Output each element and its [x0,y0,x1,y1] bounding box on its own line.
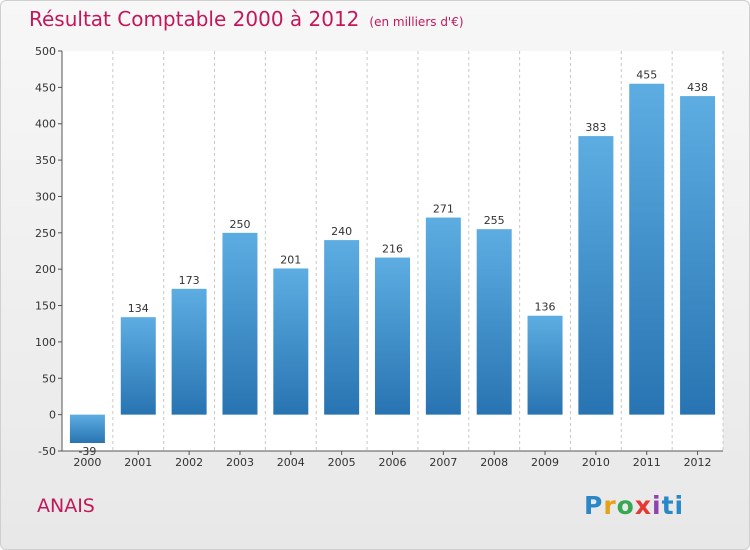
x-tick-label-2008: 2008 [480,456,508,469]
y-tick-label: 400 [35,118,56,131]
x-tick-label-2012: 2012 [684,456,712,469]
value-label-2005: 240 [331,225,352,238]
bar-2011 [629,83,665,415]
x-tick-label-2001: 2001 [124,456,152,469]
bar-2003 [222,232,258,415]
value-label-2002: 173 [179,274,200,287]
x-tick-label-2002: 2002 [175,456,203,469]
bar-2002 [171,288,207,415]
y-tick-label: 300 [35,190,56,203]
y-tick-label: 0 [49,409,56,422]
value-label-2009: 136 [535,301,556,314]
value-label-2011: 455 [636,69,657,82]
y-tick-label: 500 [35,45,56,58]
y-tick-label: 250 [35,227,56,240]
y-tick-label: 50 [42,372,56,385]
y-tick-label: 450 [35,81,56,94]
commune-name: ANAIS [37,495,95,517]
x-tick-label-2005: 2005 [328,456,356,469]
y-tick-label: 100 [35,336,56,349]
proxiti-logo: Proxiti [584,491,685,520]
x-tick-label-2006: 2006 [379,456,407,469]
value-label-2006: 216 [382,243,403,256]
x-tick-label-2003: 2003 [226,456,254,469]
bar-2005 [324,240,360,415]
y-tick-label: -50 [38,445,56,458]
value-label-2010: 383 [585,121,606,134]
chart-title-text: Résultat Comptable 2000 à 2012 [29,7,360,31]
y-tick-label: 150 [35,300,56,313]
value-label-2001: 134 [128,302,149,315]
bar-2000 [69,414,105,443]
x-tick-label-2011: 2011 [633,456,661,469]
x-tick-label-2000: 2000 [73,456,101,469]
value-label-2012: 438 [687,81,708,94]
bar-2006 [375,257,410,415]
bar-2007 [425,217,461,415]
x-tick-label-2007: 2007 [429,456,457,469]
bar-2010 [578,136,614,415]
y-tick-label: 350 [35,154,56,167]
x-tick-label-2010: 2010 [582,456,610,469]
bar-2001 [120,317,156,415]
value-label-2003: 250 [229,218,250,231]
bar-2004 [273,268,309,415]
value-label-2007: 271 [433,203,454,216]
chart-title: Résultat Comptable 2000 à 2012 (en millie… [29,7,464,31]
value-label-2008: 255 [484,214,505,227]
x-tick-label-2004: 2004 [277,456,305,469]
bar-2009 [527,315,563,415]
y-tick-label: 200 [35,263,56,276]
value-label-2004: 201 [280,253,301,266]
bar-2008 [476,229,512,415]
bar-2012 [680,96,716,415]
chart-subtitle: (en milliers d'€) [369,15,464,29]
x-tick-label-2009: 2009 [531,456,559,469]
